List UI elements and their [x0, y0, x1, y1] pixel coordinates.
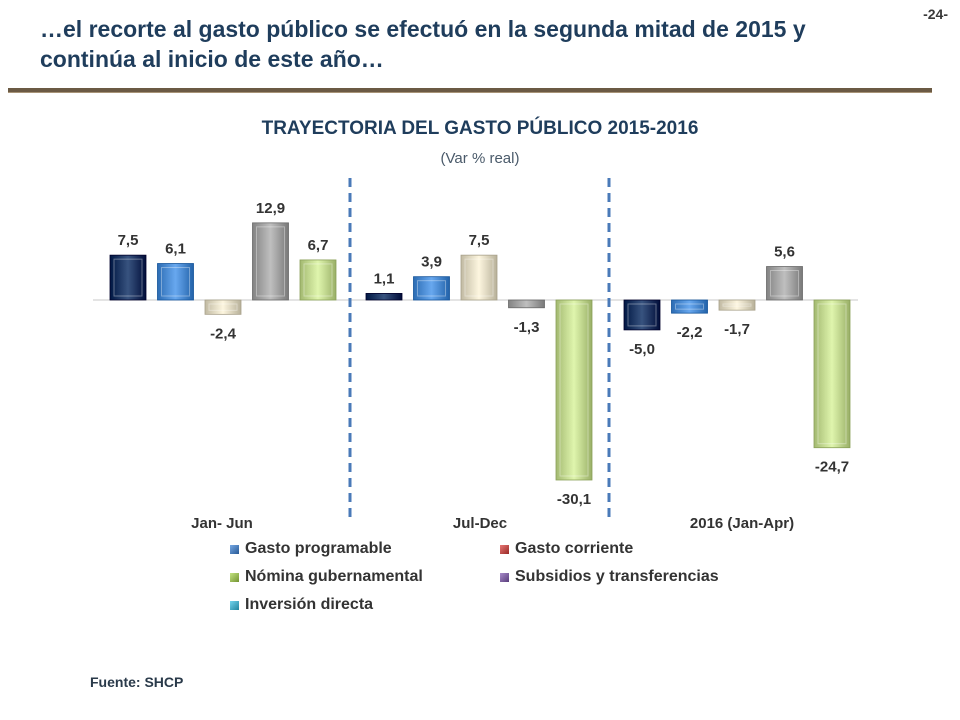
bar-value-label: -30,1 [557, 491, 591, 508]
category-label: 2016 (Jan-Apr) [690, 515, 794, 532]
legend-item: Inversión directa [230, 596, 373, 614]
headline: …el recorte al gasto público se efectuó … [40, 16, 806, 72]
legend-label: Nómina gubernamental [245, 568, 423, 585]
bar-bevel [208, 303, 238, 311]
bar-value-label: -5,0 [629, 341, 655, 358]
bar [623, 299, 661, 331]
bar-bevel [675, 303, 704, 310]
legend-swatch [500, 544, 509, 554]
headline-rule [8, 88, 932, 93]
bar-bevel [627, 303, 657, 327]
bar-value-label: 7,5 [469, 232, 490, 249]
bar-value-label: -24,7 [815, 459, 849, 476]
legend-swatch [500, 572, 509, 582]
bar-value-label: 12,9 [256, 200, 285, 217]
bar [718, 299, 756, 311]
bar-bevel [113, 258, 143, 297]
bar [204, 299, 242, 315]
bar-value-label: 1,1 [374, 270, 395, 287]
bar-bevel [559, 303, 589, 477]
legend-label: Inversión directa [245, 596, 374, 613]
bar-chart: 7,5 6,1 -2,4 12,9 6,7 Jan- Jun 1,1 3,9 7,5 -1,3 -3… [93, 178, 858, 532]
legend-label: Gasto programable [245, 540, 392, 557]
bar [555, 299, 593, 481]
bar [813, 299, 851, 449]
bar-value-label: 7,5 [118, 232, 139, 249]
bar [365, 293, 403, 301]
bar-bevel [256, 226, 285, 297]
bar [460, 254, 498, 301]
legend-item: Gasto programable [230, 540, 392, 558]
chart-title: TRAYECTORIA DEL GASTO PÚBLICO 2015-2016 [261, 118, 699, 139]
bar [413, 276, 450, 301]
bar-bevel [770, 270, 799, 297]
bar [671, 299, 708, 314]
bar [109, 254, 147, 301]
bar-value-label: -1,7 [724, 321, 750, 338]
bar-value-label: 6,7 [308, 237, 329, 254]
bar-value-label: -2,4 [210, 325, 237, 342]
bar [508, 299, 545, 309]
bar-value-label: 3,9 [421, 254, 442, 271]
legend-item: Subsidios y transferencias [500, 568, 719, 586]
bar-bevel [817, 303, 847, 445]
bar-bevel [464, 258, 494, 297]
bar-value-label: 6,1 [165, 241, 186, 258]
bar [766, 266, 803, 301]
bar-bevel [303, 263, 333, 297]
bar-bevel [417, 280, 446, 297]
legend-swatch [230, 544, 239, 554]
bar [252, 222, 289, 301]
bar-bevel [161, 267, 190, 297]
legend-swatch [230, 572, 239, 582]
legend-label: Subsidios y transferencias [515, 568, 719, 585]
category-label: Jul-Dec [453, 515, 507, 532]
legend-item: Nómina gubernamental [230, 568, 423, 586]
chart-subtitle: (Var % real) [440, 150, 520, 167]
bar [157, 263, 194, 301]
bar-value-label: -1,3 [514, 319, 540, 336]
legend-label: Gasto corriente [515, 540, 634, 557]
bar-value-label: -2,2 [677, 324, 703, 341]
legend-item: Gasto corriente [500, 540, 633, 558]
source-note: Fuente: SHCP [90, 674, 184, 690]
category-label: Jan- Jun [191, 515, 253, 532]
bar-value-label: 5,6 [774, 244, 795, 261]
legend-swatch [230, 600, 239, 610]
slide-number: -24- [923, 6, 948, 22]
bar [299, 259, 337, 301]
bar-bevel [722, 303, 752, 307]
